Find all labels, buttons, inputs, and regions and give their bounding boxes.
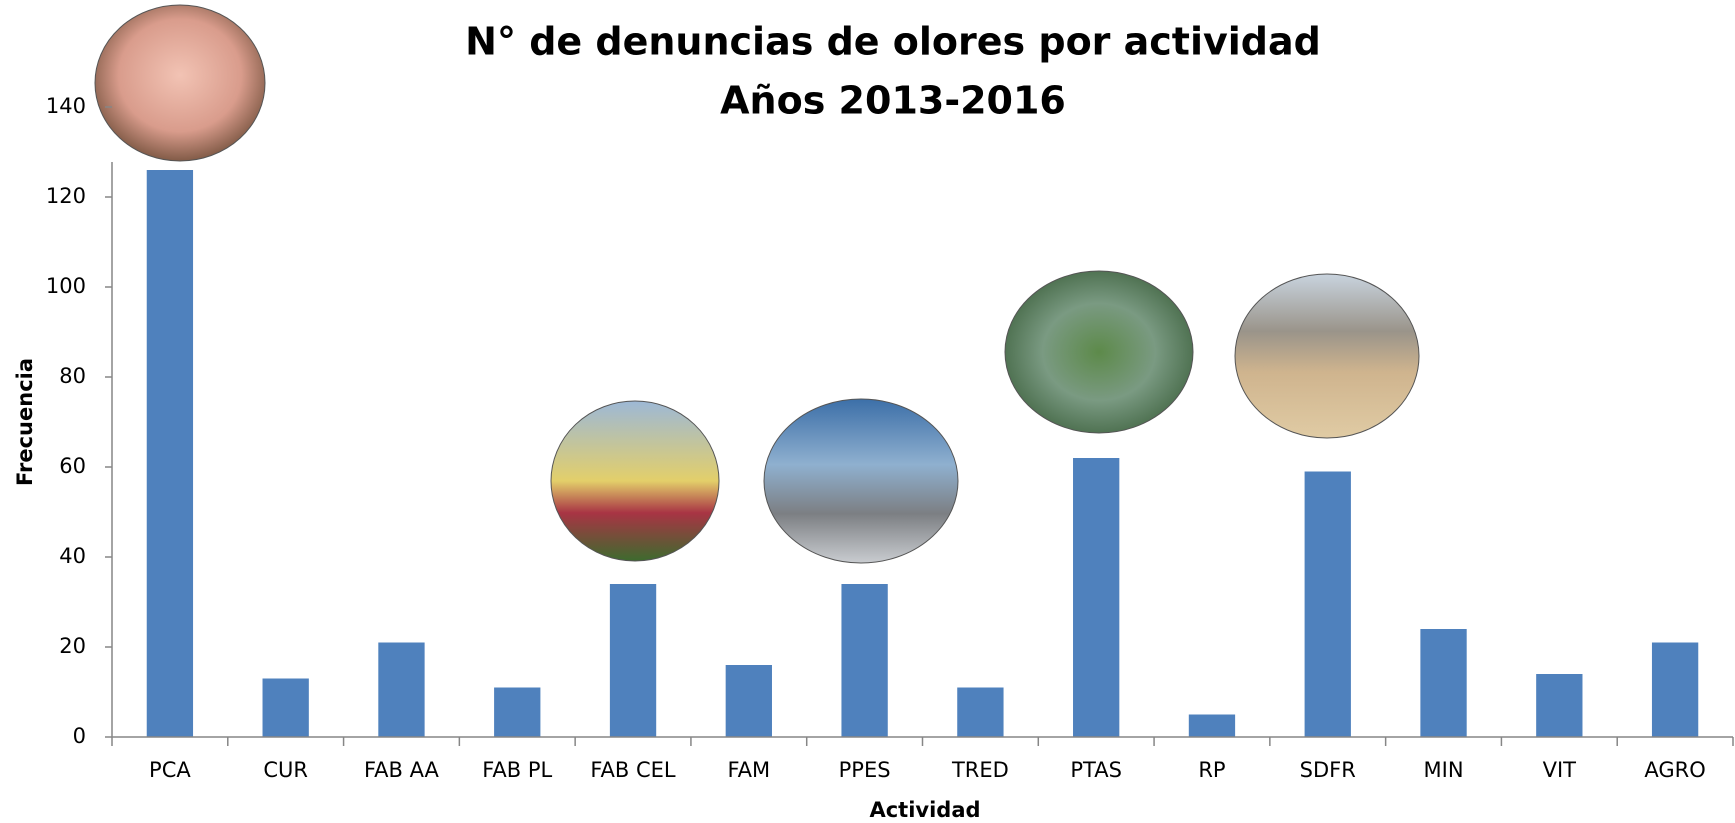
x-tick-label: PTAS — [1070, 758, 1122, 782]
x-tick-label: TRED — [951, 758, 1009, 782]
bar — [147, 170, 193, 737]
bar — [494, 688, 540, 738]
chart-title: N° de denuncias de olores por actividad — [465, 20, 1321, 64]
x-tick-label: MIN — [1424, 758, 1464, 782]
bar — [957, 688, 1003, 738]
bar — [1305, 472, 1351, 738]
photo-landfill — [1235, 274, 1419, 438]
x-tick-label: FAB CEL — [590, 758, 676, 782]
x-axis-label: Actividad — [869, 798, 980, 822]
y-tick-label: 40 — [59, 544, 86, 568]
bar — [1536, 674, 1582, 737]
x-tick-label: FAB PL — [482, 758, 552, 782]
photo-water-treatment — [1005, 271, 1193, 433]
bar — [1652, 643, 1698, 738]
photo-pig — [95, 5, 265, 161]
photo-pulp-mill — [551, 401, 719, 561]
x-tick-label: FAM — [728, 758, 771, 782]
y-axis-label: Frecuencia — [13, 358, 37, 486]
chart: N° de denuncias de olores por actividad … — [0, 0, 1735, 823]
x-tick-label: AGRO — [1644, 758, 1705, 782]
bar — [610, 584, 656, 737]
y-tick-label: 20 — [59, 634, 86, 658]
photo-fish-plant — [764, 399, 958, 563]
bar — [378, 643, 424, 738]
y-tick-label: 60 — [59, 454, 86, 478]
y-tick-label: 100 — [46, 274, 86, 298]
chart-subtitle: Años 2013-2016 — [720, 79, 1066, 123]
x-tick-label: VIT — [1543, 758, 1577, 782]
y-tick-label: 120 — [46, 184, 86, 208]
bar — [1189, 715, 1235, 738]
x-tick-label: RP — [1198, 758, 1225, 782]
x-tick-label: PPES — [839, 758, 891, 782]
y-tick-label: 80 — [59, 364, 86, 388]
x-tick-label: FAB AA — [364, 758, 440, 782]
bar — [841, 584, 887, 737]
x-tick-label: PCA — [149, 758, 191, 782]
x-tick-label: SDFR — [1300, 758, 1356, 782]
bar — [726, 665, 772, 737]
bar — [1073, 458, 1119, 737]
bar — [263, 679, 309, 738]
y-tick-label: 0 — [73, 724, 86, 748]
y-tick-label: 140 — [46, 94, 86, 118]
x-tick-label: CUR — [263, 758, 308, 782]
bar — [1420, 629, 1466, 737]
